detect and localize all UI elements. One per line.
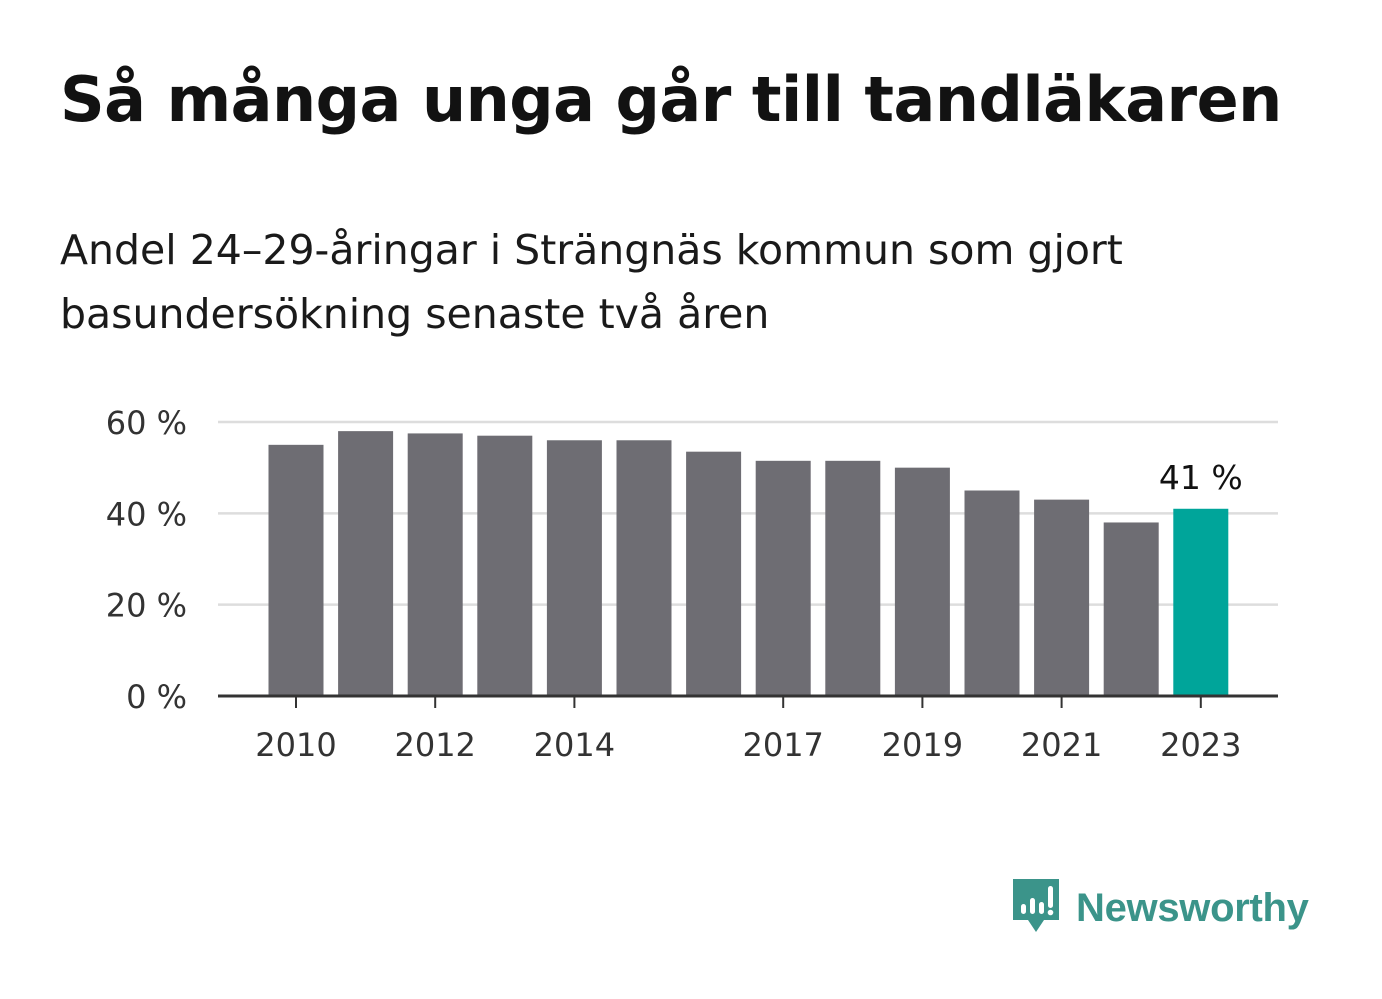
bar [1034,499,1090,696]
bar [964,490,1020,696]
bar [755,460,811,696]
bar [1173,508,1229,696]
bar [546,440,602,696]
bar [616,440,672,696]
x-tick-label: 2010 [255,726,336,764]
brand-name: Newsworthy [1076,885,1309,930]
bar [1103,522,1159,696]
x-tick-label: 2023 [1160,726,1241,764]
x-tick-label: 2019 [882,726,963,764]
chart-title: Så många unga går till tandläkaren [60,63,1282,136]
chart-subtitle: Andel 24–29-åringar i Strängnäs kommun s… [60,226,1123,338]
gridlines [218,420,1278,606]
x-tick-label: 2014 [534,726,615,764]
data-label: 41 % [1159,458,1243,497]
newsworthy-logo-icon [1010,876,1062,940]
bar-chart: 0 % 20 % 40 % 60 % 2010 2012 2014 2017 2019 2021 2… [106,404,1278,764]
x-tick-label: 2012 [394,726,475,764]
bar [477,435,533,696]
x-tick-label: 2017 [742,726,823,764]
y-tick-label: 60 % [106,404,187,442]
brand: Newsworthy [1010,876,1309,940]
y-tick-label: 20 % [106,587,187,625]
y-tick-label: 0 % [126,678,187,716]
labels: 0 % 20 % 40 % 60 % 2010 2012 2014 2017 2019 2021 2… [106,404,1243,764]
bar [407,433,463,696]
bar [894,467,950,696]
x-tick-label: 2021 [1021,726,1102,764]
bar [825,460,881,696]
bar [338,431,394,696]
bar [686,451,742,696]
bars [268,431,1229,696]
y-tick-label: 40 % [106,495,187,533]
bar [268,444,324,696]
axes [218,694,1278,708]
